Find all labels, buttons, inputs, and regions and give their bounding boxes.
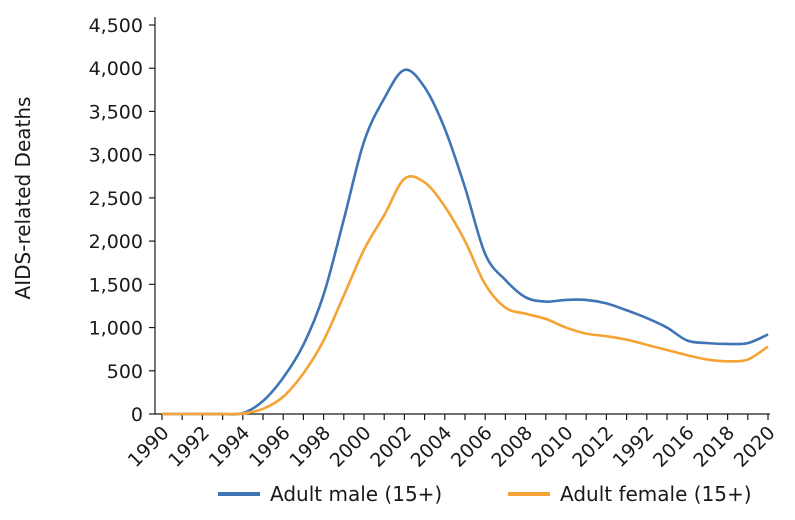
x-tick-label: 2004 <box>407 422 457 472</box>
y-tick-label: 3,500 <box>89 101 143 123</box>
y-tick-label: 4,500 <box>89 15 143 37</box>
series-line-adult-male <box>161 68 769 416</box>
legend: Adult male (15+) Adult female (15+) <box>218 482 752 506</box>
x-tick-label: 2010 <box>528 422 578 472</box>
x-tick-label: 1992 <box>164 422 214 472</box>
x-tick-label: 2020 <box>730 422 780 472</box>
x-tick-label: 2002 <box>366 422 416 472</box>
legend-label: Adult female (15+) <box>560 482 752 506</box>
series-line-adult-female <box>161 175 769 416</box>
x-tick-label: 1990 <box>124 422 174 472</box>
y-axis-title: AIDS-related Deaths <box>11 97 35 300</box>
y-tick-label: 500 <box>107 361 143 383</box>
y-tick-label: 4,000 <box>89 58 143 80</box>
series-lines <box>161 68 769 416</box>
x-tick-label: 1996 <box>245 422 295 472</box>
y-tick-label: 3,000 <box>89 145 143 167</box>
x-tick-label: 2008 <box>487 422 537 472</box>
y-axis: 0 500 1,000 1,500 2,000 2,500 3,000 3,500 4,000 4… <box>89 15 156 426</box>
x-tick-label: 2018 <box>689 422 739 472</box>
x-axis: 1990199219941996199820002002200420062008… <box>124 413 780 472</box>
x-tick-label: 1994 <box>205 422 255 472</box>
x-tick-label: 1992 <box>609 422 659 472</box>
legend-label: Adult male (15+) <box>270 482 442 506</box>
x-tick-label: 2000 <box>326 422 376 472</box>
x-tick-label: 1998 <box>285 422 335 472</box>
x-tick-label: 2016 <box>649 422 699 472</box>
y-tick-label: 1,000 <box>89 318 143 340</box>
y-tick-label: 1,500 <box>89 274 143 296</box>
x-tick-label: 2012 <box>568 422 618 472</box>
y-tick-label: 2,500 <box>89 188 143 210</box>
y-tick-label: 0 <box>131 404 143 426</box>
x-tick-label: 2006 <box>447 422 497 472</box>
y-tick-label: 2,000 <box>89 231 143 253</box>
